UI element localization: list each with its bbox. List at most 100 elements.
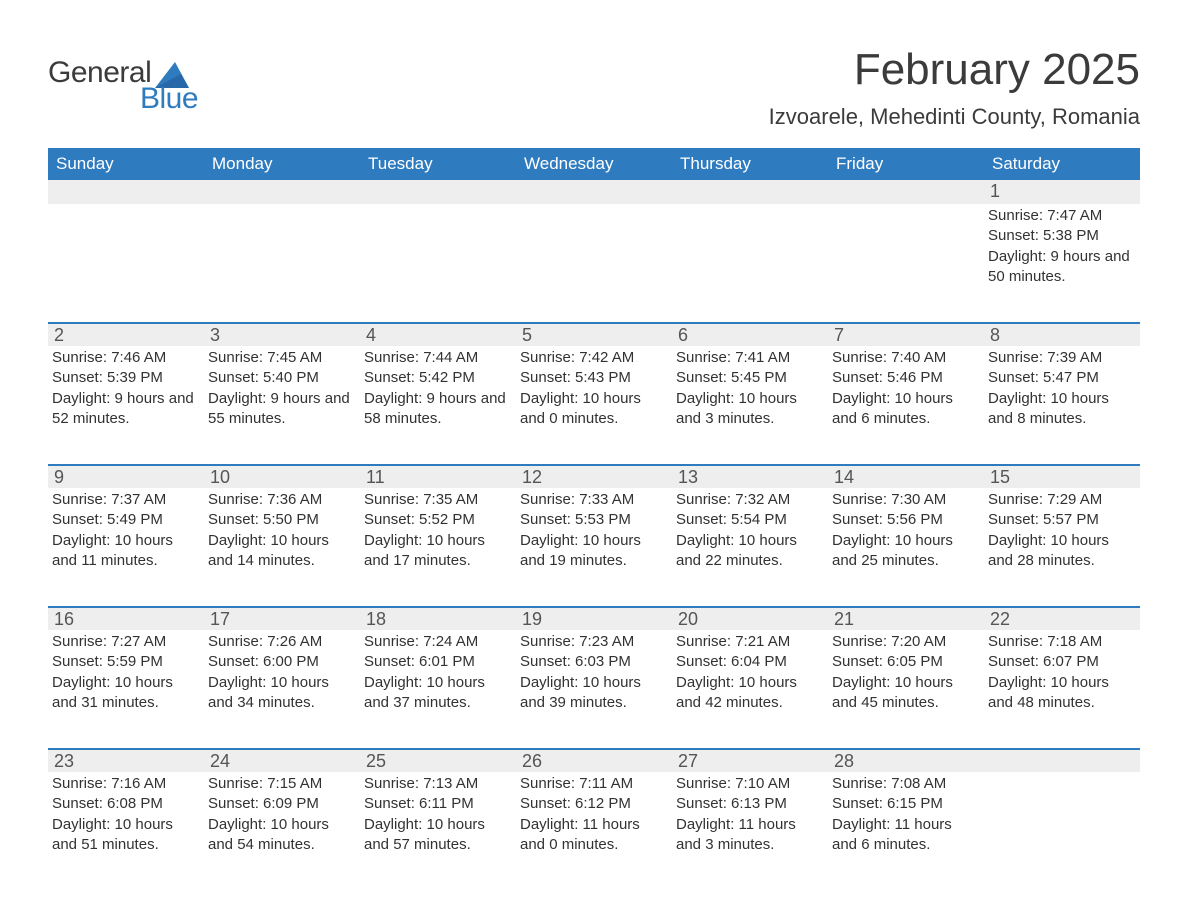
daylight-text: Daylight: 9 hours and 50 minutes.	[988, 247, 1130, 288]
sunrise-text: Sunrise: 7:42 AM	[520, 348, 662, 368]
location: Izvoarele, Mehedinti County, Romania	[769, 104, 1140, 130]
day-cell	[672, 204, 828, 302]
daylight-text: Daylight: 10 hours and 51 minutes.	[52, 815, 194, 856]
sunrise-text: Sunrise: 7:26 AM	[208, 632, 350, 652]
week-daynum-stripe: 16171819202122	[48, 606, 1140, 630]
sunset-text: Sunset: 5:49 PM	[52, 510, 194, 530]
logo: General Blue	[48, 48, 191, 90]
week-row: 1Sunrise: 7:47 AMSunset: 5:38 PMDaylight…	[48, 180, 1140, 302]
day-cell	[360, 204, 516, 302]
week-daynum-stripe: 1	[48, 180, 1140, 204]
day-info: Sunrise: 7:10 AMSunset: 6:13 PMDaylight:…	[676, 774, 818, 855]
day-cell: Sunrise: 7:36 AMSunset: 5:50 PMDaylight:…	[204, 488, 360, 586]
week-daynum-stripe: 9101112131415	[48, 464, 1140, 488]
day-number: 28	[828, 750, 984, 773]
week-row: 2345678Sunrise: 7:46 AMSunset: 5:39 PMDa…	[48, 322, 1140, 444]
day-cell: Sunrise: 7:45 AMSunset: 5:40 PMDaylight:…	[204, 346, 360, 444]
day-info: Sunrise: 7:39 AMSunset: 5:47 PMDaylight:…	[988, 348, 1130, 429]
day-info: Sunrise: 7:33 AMSunset: 5:53 PMDaylight:…	[520, 490, 662, 571]
sunrise-text: Sunrise: 7:10 AM	[676, 774, 818, 794]
day-number: 19	[516, 608, 672, 631]
sunrise-text: Sunrise: 7:33 AM	[520, 490, 662, 510]
daylight-text: Daylight: 11 hours and 0 minutes.	[520, 815, 662, 856]
day-cell: Sunrise: 7:23 AMSunset: 6:03 PMDaylight:…	[516, 630, 672, 728]
weeks-container: 1Sunrise: 7:47 AMSunset: 5:38 PMDaylight…	[48, 180, 1140, 870]
day-number: 5	[516, 324, 672, 347]
day-cell: Sunrise: 7:29 AMSunset: 5:57 PMDaylight:…	[984, 488, 1140, 586]
day-info: Sunrise: 7:21 AMSunset: 6:04 PMDaylight:…	[676, 632, 818, 713]
sunset-text: Sunset: 6:03 PM	[520, 652, 662, 672]
sunrise-text: Sunrise: 7:37 AM	[52, 490, 194, 510]
weekday-header: Sunday Monday Tuesday Wednesday Thursday…	[48, 148, 1140, 180]
day-number: 20	[672, 608, 828, 631]
day-number: 8	[984, 324, 1140, 347]
daylight-text: Daylight: 10 hours and 22 minutes.	[676, 531, 818, 572]
sunrise-text: Sunrise: 7:36 AM	[208, 490, 350, 510]
day-cell	[48, 204, 204, 302]
day-info: Sunrise: 7:40 AMSunset: 5:46 PMDaylight:…	[832, 348, 974, 429]
sunrise-text: Sunrise: 7:39 AM	[988, 348, 1130, 368]
daylight-text: Daylight: 10 hours and 14 minutes.	[208, 531, 350, 572]
week-body: Sunrise: 7:27 AMSunset: 5:59 PMDaylight:…	[48, 630, 1140, 728]
day-number: 22	[984, 608, 1140, 631]
day-number: 17	[204, 608, 360, 631]
daylight-text: Daylight: 9 hours and 55 minutes.	[208, 389, 350, 430]
day-number: 13	[672, 466, 828, 489]
day-number: 9	[48, 466, 204, 489]
day-number: 7	[828, 324, 984, 347]
day-number	[516, 180, 672, 204]
sunrise-text: Sunrise: 7:29 AM	[988, 490, 1130, 510]
daylight-text: Daylight: 10 hours and 42 minutes.	[676, 673, 818, 714]
logo-text-blue: Blue	[140, 82, 198, 116]
day-number: 10	[204, 466, 360, 489]
daylight-text: Daylight: 10 hours and 6 minutes.	[832, 389, 974, 430]
page-title: February 2025	[769, 48, 1140, 92]
daylight-text: Daylight: 10 hours and 31 minutes.	[52, 673, 194, 714]
day-cell	[204, 204, 360, 302]
day-cell: Sunrise: 7:30 AMSunset: 5:56 PMDaylight:…	[828, 488, 984, 586]
day-number: 12	[516, 466, 672, 489]
sunset-text: Sunset: 5:46 PM	[832, 368, 974, 388]
sunrise-text: Sunrise: 7:23 AM	[520, 632, 662, 652]
sunset-text: Sunset: 6:15 PM	[832, 794, 974, 814]
weekday-label: Wednesday	[516, 148, 672, 180]
weekday-label: Friday	[828, 148, 984, 180]
week-body: Sunrise: 7:47 AMSunset: 5:38 PMDaylight:…	[48, 204, 1140, 302]
day-cell: Sunrise: 7:24 AMSunset: 6:01 PMDaylight:…	[360, 630, 516, 728]
day-number: 4	[360, 324, 516, 347]
day-info: Sunrise: 7:45 AMSunset: 5:40 PMDaylight:…	[208, 348, 350, 429]
day-info: Sunrise: 7:20 AMSunset: 6:05 PMDaylight:…	[832, 632, 974, 713]
day-info: Sunrise: 7:24 AMSunset: 6:01 PMDaylight:…	[364, 632, 506, 713]
sunset-text: Sunset: 5:43 PM	[520, 368, 662, 388]
day-number: 24	[204, 750, 360, 773]
title-block: February 2025 Izvoarele, Mehedinti Count…	[769, 48, 1140, 130]
day-cell: Sunrise: 7:26 AMSunset: 6:00 PMDaylight:…	[204, 630, 360, 728]
week-body: Sunrise: 7:46 AMSunset: 5:39 PMDaylight:…	[48, 346, 1140, 444]
day-info: Sunrise: 7:29 AMSunset: 5:57 PMDaylight:…	[988, 490, 1130, 571]
daylight-text: Daylight: 11 hours and 6 minutes.	[832, 815, 974, 856]
sunset-text: Sunset: 5:39 PM	[52, 368, 194, 388]
day-number: 18	[360, 608, 516, 631]
sunset-text: Sunset: 5:45 PM	[676, 368, 818, 388]
daylight-text: Daylight: 10 hours and 11 minutes.	[52, 531, 194, 572]
day-number: 1	[984, 180, 1140, 204]
day-info: Sunrise: 7:13 AMSunset: 6:11 PMDaylight:…	[364, 774, 506, 855]
header: General Blue February 2025 Izvoarele, Me…	[48, 48, 1140, 130]
sunset-text: Sunset: 6:12 PM	[520, 794, 662, 814]
day-cell: Sunrise: 7:11 AMSunset: 6:12 PMDaylight:…	[516, 772, 672, 870]
sunrise-text: Sunrise: 7:21 AM	[676, 632, 818, 652]
sunset-text: Sunset: 6:05 PM	[832, 652, 974, 672]
daylight-text: Daylight: 10 hours and 25 minutes.	[832, 531, 974, 572]
sunrise-text: Sunrise: 7:24 AM	[364, 632, 506, 652]
day-cell: Sunrise: 7:39 AMSunset: 5:47 PMDaylight:…	[984, 346, 1140, 444]
sunrise-text: Sunrise: 7:20 AM	[832, 632, 974, 652]
sunrise-text: Sunrise: 7:13 AM	[364, 774, 506, 794]
day-info: Sunrise: 7:41 AMSunset: 5:45 PMDaylight:…	[676, 348, 818, 429]
day-number: 21	[828, 608, 984, 631]
day-cell: Sunrise: 7:37 AMSunset: 5:49 PMDaylight:…	[48, 488, 204, 586]
day-info: Sunrise: 7:44 AMSunset: 5:42 PMDaylight:…	[364, 348, 506, 429]
logo-text-general: General	[48, 56, 151, 90]
sunrise-text: Sunrise: 7:27 AM	[52, 632, 194, 652]
day-cell: Sunrise: 7:10 AMSunset: 6:13 PMDaylight:…	[672, 772, 828, 870]
day-cell: Sunrise: 7:21 AMSunset: 6:04 PMDaylight:…	[672, 630, 828, 728]
